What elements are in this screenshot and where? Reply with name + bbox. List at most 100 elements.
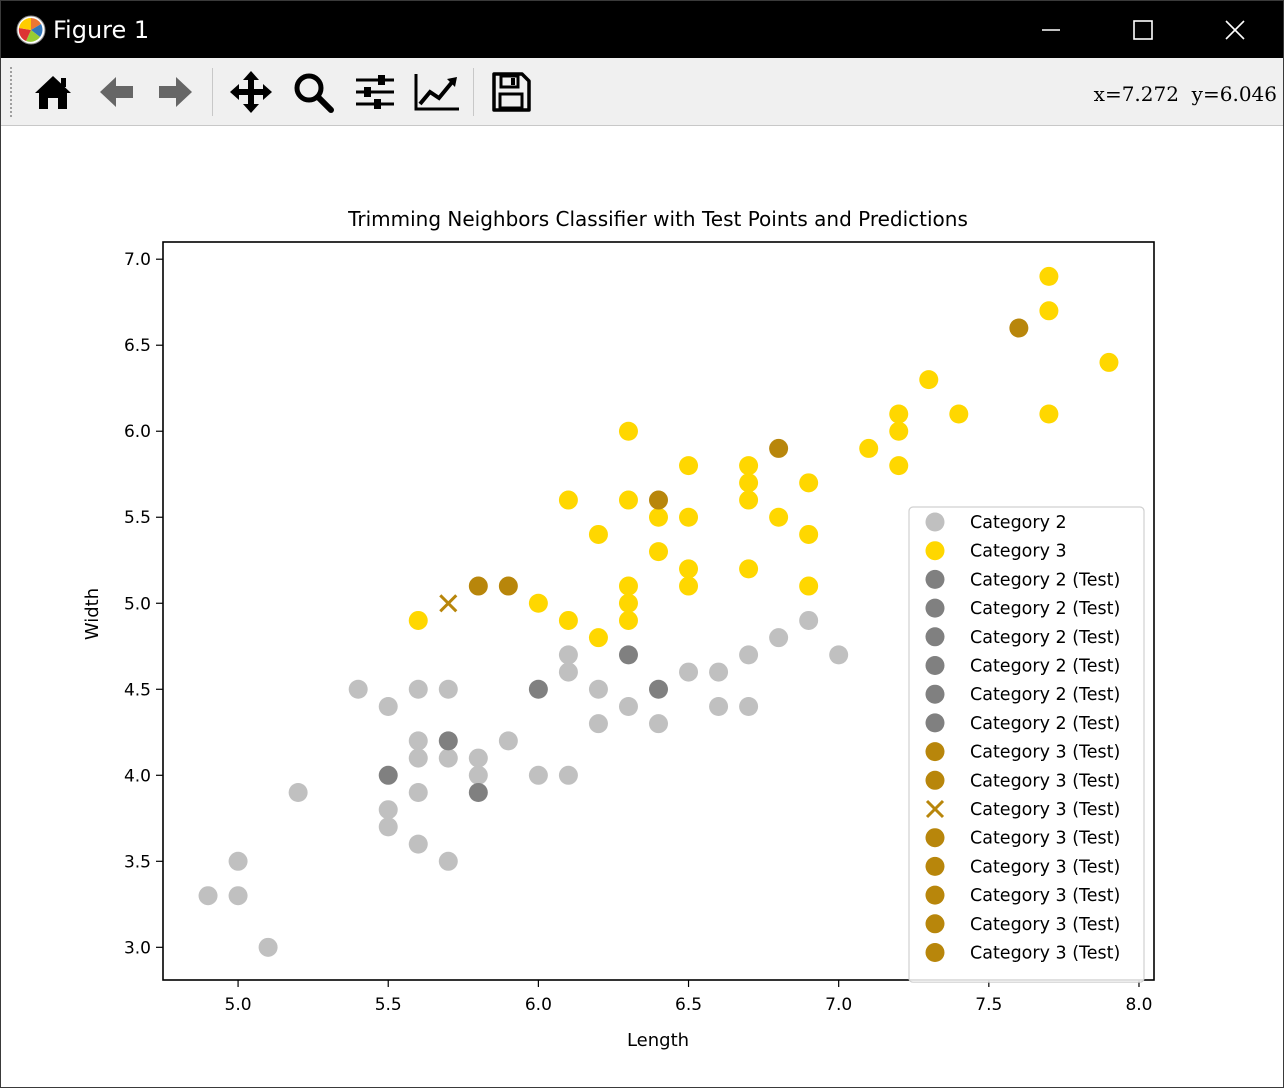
cursor-coordinates: x=7.272 y=6.046 <box>1093 82 1277 106</box>
pan-button[interactable] <box>226 67 276 117</box>
home-button[interactable] <box>28 67 78 117</box>
point-category-3 <box>739 456 759 476</box>
point-category-3 <box>889 421 909 441</box>
point-category-2 <box>408 679 428 699</box>
point-category-3 <box>739 559 759 579</box>
configure-subplots-button[interactable] <box>350 67 400 117</box>
y-axis-label: Width <box>82 588 103 640</box>
close-button[interactable] <box>1189 1 1281 58</box>
legend-label: Category 3 (Test) <box>970 829 1120 849</box>
x-tick-label: 6.5 <box>675 995 702 1015</box>
forward-arrow-icon <box>159 77 192 107</box>
legend-label: Category 2 (Test) <box>970 628 1120 648</box>
legend-marker <box>925 885 945 905</box>
point-category-3 <box>528 593 548 613</box>
figure-canvas[interactable]: Trimming Neighbors Classifier with Test … <box>1 126 1283 1087</box>
legend-label: Category 2 (Test) <box>970 685 1120 705</box>
point-category-2 <box>709 696 729 716</box>
legend-marker <box>925 799 945 819</box>
x-tick-label: 7.5 <box>975 995 1002 1015</box>
edit-axis-button[interactable] <box>412 67 462 117</box>
legend-label: Category 3 <box>970 542 1067 562</box>
point-category-2 <box>228 886 248 906</box>
maximize-icon <box>1133 19 1153 40</box>
point-category-3 <box>558 610 578 630</box>
point-category-3 <box>739 490 759 510</box>
point-category-2 <box>348 679 368 699</box>
point-category-3 <box>679 559 699 579</box>
legend-label: Category 3 (Test) <box>970 800 1120 820</box>
forward-button[interactable] <box>151 67 201 117</box>
legend-marker <box>925 856 945 876</box>
edit-axis-icon <box>414 74 459 111</box>
point-category-2 <box>468 765 488 785</box>
point-category-3 <box>1039 301 1059 321</box>
point-category-3 <box>1039 266 1059 286</box>
y-tick-label: 5.5 <box>124 508 151 528</box>
point-category-2-test <box>649 679 668 699</box>
legend: Category 2 Category 3 Category 2 (Test) Cat… <box>908 506 1145 983</box>
point-category-2 <box>649 714 668 734</box>
save-button[interactable] <box>486 67 536 117</box>
configure-subplots-icon <box>356 75 394 109</box>
point-category-2 <box>528 765 548 785</box>
x-tick-label: 7.0 <box>825 995 852 1015</box>
point-category-3 <box>949 404 969 424</box>
point-category-2-test <box>378 765 398 785</box>
point-category-2 <box>829 645 849 665</box>
point-category-3-test <box>769 438 789 458</box>
point-category-3 <box>679 507 699 527</box>
point-category-3 <box>408 610 428 630</box>
point-category-2 <box>228 851 248 871</box>
point-category-3-test <box>439 594 458 613</box>
point-category-2 <box>408 782 428 802</box>
maximize-button[interactable] <box>1097 1 1189 58</box>
window-title: Figure 1 <box>53 16 150 44</box>
minimize-button[interactable] <box>1005 1 1097 58</box>
data-points <box>198 266 1119 957</box>
y-tick-label: 7.0 <box>124 250 151 270</box>
x-axis-label: Length <box>627 1030 689 1051</box>
legend-label: Category 2 (Test) <box>970 714 1120 734</box>
legend-label: Category 3 (Test) <box>970 944 1120 964</box>
home-icon <box>35 76 71 109</box>
zoom-button[interactable] <box>288 67 338 117</box>
point-category-3 <box>799 524 819 544</box>
legend-label: Category 3 (Test) <box>970 886 1120 906</box>
legend-marker <box>925 770 945 790</box>
point-category-3 <box>618 576 638 596</box>
x-tick-label: 6.0 <box>525 995 552 1015</box>
point-category-3 <box>889 404 909 424</box>
y-tick-label: 3.5 <box>124 852 151 872</box>
point-category-3 <box>618 421 638 441</box>
toolbar-separator <box>212 68 213 116</box>
legend-marker <box>925 742 945 762</box>
y-tick-label: 5.0 <box>124 594 151 614</box>
scatter-chart: Trimming Neighbors Classifier with Test … <box>82 207 1155 1051</box>
point-category-3 <box>679 576 699 596</box>
point-category-2 <box>408 731 428 751</box>
back-arrow-icon <box>100 77 133 107</box>
back-button[interactable] <box>91 67 141 117</box>
point-category-3 <box>558 490 578 510</box>
legend-label: Category 3 (Test) <box>970 857 1120 877</box>
point-category-3 <box>919 370 939 390</box>
point-category-2 <box>799 610 819 630</box>
y-tick-label: 4.0 <box>124 766 151 786</box>
point-category-2 <box>198 886 218 906</box>
point-category-2 <box>498 731 518 751</box>
save-icon <box>492 72 531 112</box>
y-tick-label: 3.0 <box>124 938 151 958</box>
point-category-2 <box>288 782 308 802</box>
point-category-3 <box>1039 404 1059 424</box>
toolbar-grip[interactable] <box>9 66 13 118</box>
point-category-2 <box>378 817 398 837</box>
point-category-3-test <box>468 576 488 596</box>
point-category-3 <box>859 438 879 458</box>
legend-marker <box>925 656 945 675</box>
point-category-3-test <box>1009 318 1029 338</box>
point-category-2 <box>378 800 398 820</box>
point-category-3 <box>799 576 819 596</box>
point-category-3 <box>618 490 638 510</box>
legend-label: Category 3 (Test) <box>970 915 1120 935</box>
